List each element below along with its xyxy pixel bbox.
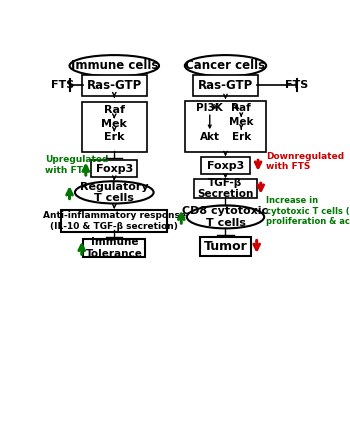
Text: CD8 cytotoxic
T cells: CD8 cytotoxic T cells <box>182 206 268 228</box>
Text: Foxp3: Foxp3 <box>207 161 244 170</box>
Text: Mek: Mek <box>102 119 127 129</box>
Text: Cancer cells: Cancer cells <box>186 59 266 72</box>
Text: Raf: Raf <box>104 105 125 115</box>
Text: Immune
Tolerance: Immune Tolerance <box>86 237 143 259</box>
Ellipse shape <box>187 205 264 228</box>
Ellipse shape <box>185 55 266 76</box>
FancyBboxPatch shape <box>201 157 250 174</box>
Text: Erk: Erk <box>232 132 251 142</box>
FancyBboxPatch shape <box>83 238 146 258</box>
Text: Tumor: Tumor <box>204 240 247 253</box>
Text: Raf: Raf <box>231 103 251 113</box>
FancyBboxPatch shape <box>82 75 147 96</box>
Text: Akt: Akt <box>200 132 220 142</box>
Text: Downregulated
with FTS: Downregulated with FTS <box>266 152 344 171</box>
FancyBboxPatch shape <box>61 210 167 232</box>
Text: Foxp3: Foxp3 <box>96 164 133 174</box>
FancyBboxPatch shape <box>193 75 258 96</box>
Text: Anti-inflammatory response
(IL-10 & TGF-β secretion): Anti-inflammatory response (IL-10 & TGF-… <box>43 211 186 230</box>
FancyBboxPatch shape <box>194 178 257 198</box>
Text: Upregulated
with FTS: Upregulated with FTS <box>45 155 108 175</box>
Text: Erk: Erk <box>104 132 125 142</box>
Text: FTS: FTS <box>285 80 308 91</box>
FancyBboxPatch shape <box>185 101 266 153</box>
FancyBboxPatch shape <box>82 102 147 153</box>
Text: TGF-β
Secretion: TGF-β Secretion <box>197 178 254 199</box>
Ellipse shape <box>75 181 154 204</box>
Text: Mek: Mek <box>229 117 253 128</box>
Text: Increase in
cytotoxic T cells (CD8)
proliferation & activation: Increase in cytotoxic T cells (CD8) prol… <box>266 196 350 226</box>
Ellipse shape <box>70 55 159 76</box>
Text: PI3K: PI3K <box>196 103 223 113</box>
FancyBboxPatch shape <box>201 237 251 256</box>
FancyBboxPatch shape <box>91 160 137 177</box>
Text: Ras-GTP: Ras-GTP <box>87 79 142 92</box>
Text: FTS: FTS <box>50 80 74 91</box>
Text: Ras-GTP: Ras-GTP <box>198 79 253 92</box>
Text: Immune cells: Immune cells <box>71 59 158 72</box>
Text: Regulatory
T cells: Regulatory T cells <box>80 181 149 203</box>
